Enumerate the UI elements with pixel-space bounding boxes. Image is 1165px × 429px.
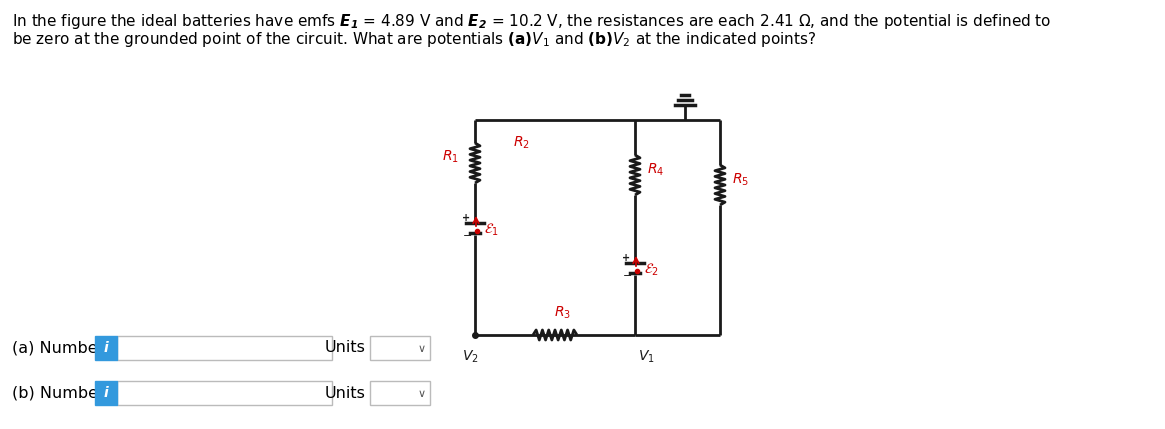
Text: i: i bbox=[104, 341, 108, 355]
Text: −: − bbox=[464, 231, 473, 241]
Text: In the figure the ideal batteries have emfs $\bfit{E}_1$ = 4.89 V and $\bfit{E}_: In the figure the ideal batteries have e… bbox=[12, 12, 1052, 31]
Text: Units: Units bbox=[325, 341, 366, 356]
FancyBboxPatch shape bbox=[96, 381, 116, 405]
FancyBboxPatch shape bbox=[96, 336, 116, 360]
FancyBboxPatch shape bbox=[370, 381, 430, 405]
Text: $V_2$: $V_2$ bbox=[461, 349, 479, 366]
Text: i: i bbox=[104, 386, 108, 400]
Text: $R_5$: $R_5$ bbox=[732, 172, 749, 188]
Text: be zero at the grounded point of the circuit. What are potentials $\mathbf{(a)}$: be zero at the grounded point of the cir… bbox=[12, 30, 817, 49]
Text: ∨: ∨ bbox=[418, 389, 426, 399]
Text: $\mathcal{E}_2$: $\mathcal{E}_2$ bbox=[644, 262, 659, 278]
Text: (a) Number: (a) Number bbox=[12, 341, 105, 356]
Text: $V_1$: $V_1$ bbox=[638, 349, 655, 366]
Text: Units: Units bbox=[325, 386, 366, 401]
FancyBboxPatch shape bbox=[116, 381, 332, 405]
Text: $\mathcal{E}_1$: $\mathcal{E}_1$ bbox=[483, 222, 499, 238]
FancyBboxPatch shape bbox=[370, 336, 430, 360]
Text: −: − bbox=[623, 271, 633, 281]
FancyBboxPatch shape bbox=[116, 336, 332, 360]
Text: $R_3$: $R_3$ bbox=[555, 305, 572, 321]
Text: $R_1$: $R_1$ bbox=[442, 149, 459, 165]
Text: +: + bbox=[622, 253, 630, 263]
Text: (b) Number: (b) Number bbox=[12, 386, 105, 401]
Text: ∨: ∨ bbox=[418, 344, 426, 354]
Text: $R_2$: $R_2$ bbox=[513, 135, 529, 151]
Text: +: + bbox=[463, 213, 469, 223]
Text: $R_4$: $R_4$ bbox=[647, 162, 664, 178]
